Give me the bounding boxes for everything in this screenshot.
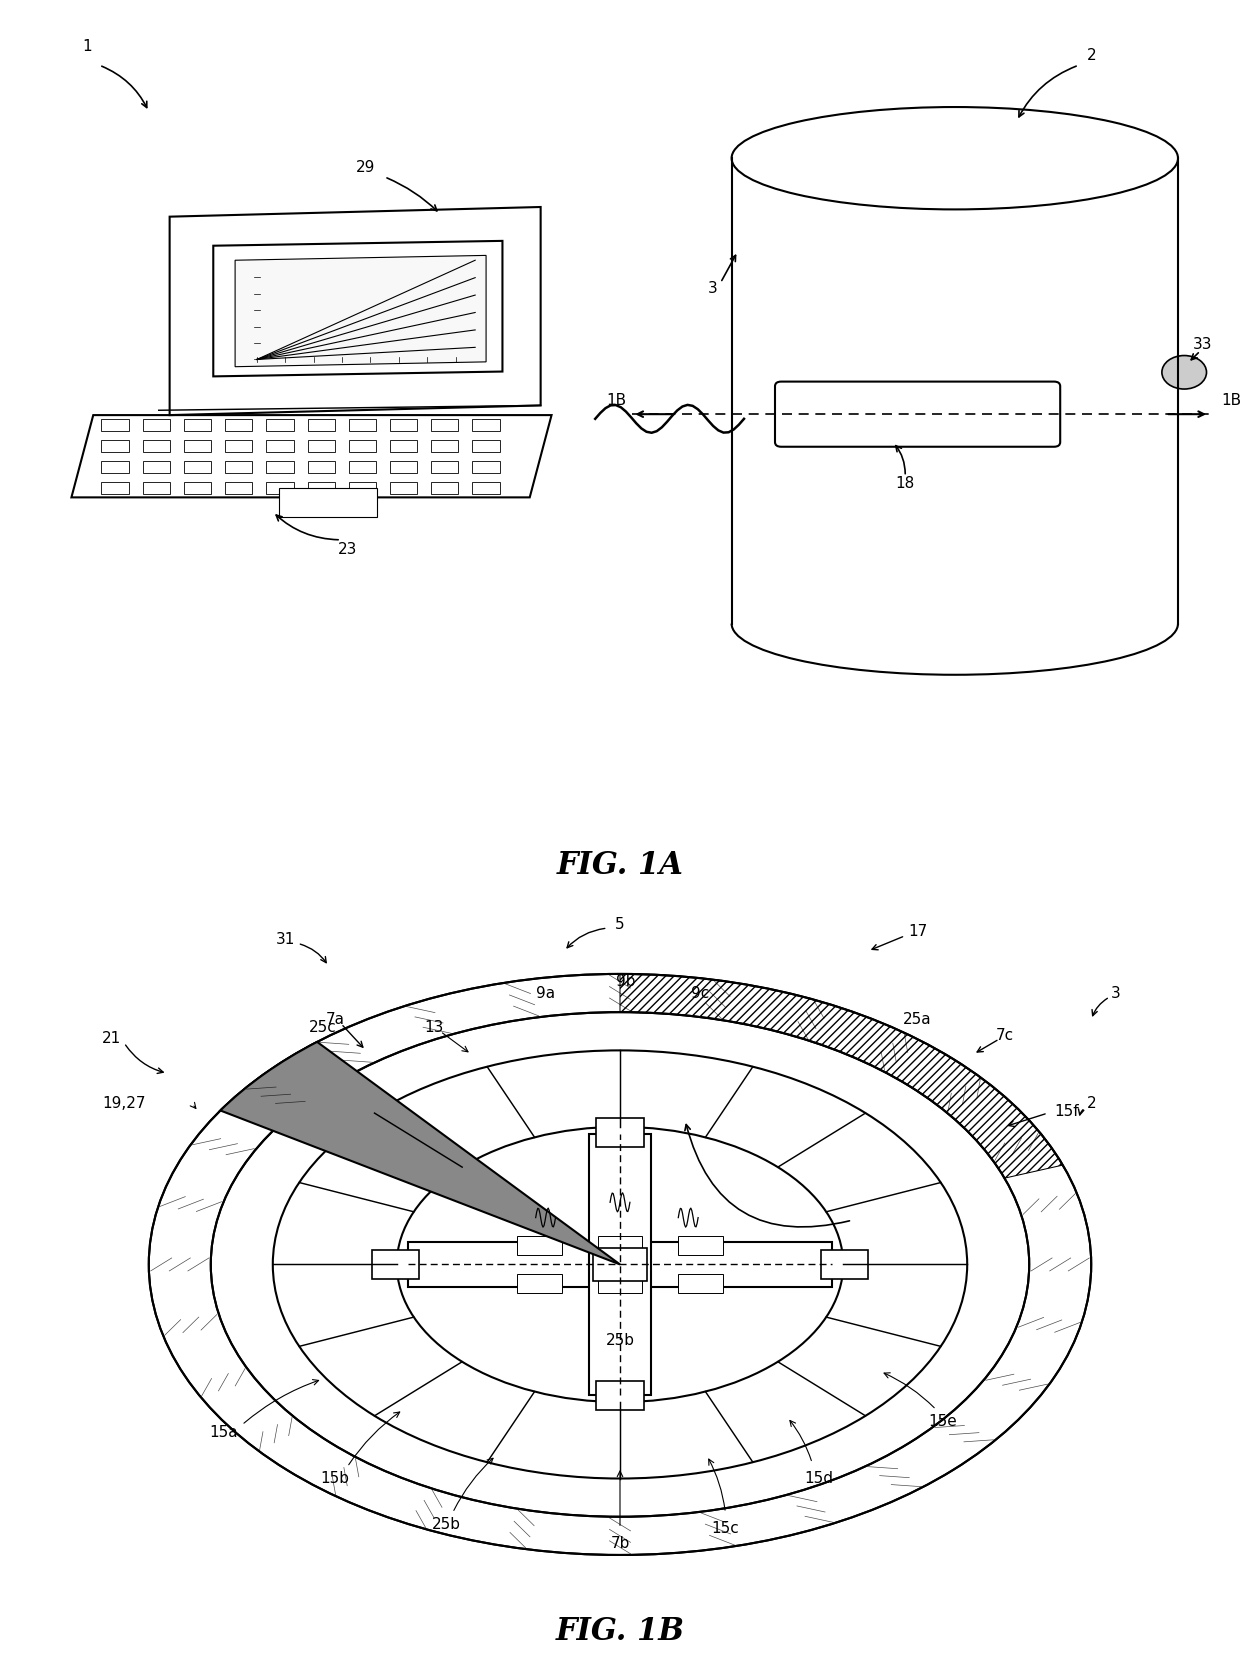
Bar [102, 419, 129, 430]
Text: 15a: 15a [208, 1424, 238, 1441]
Bar [408, 1242, 832, 1288]
Bar [432, 482, 459, 494]
Text: 3: 3 [708, 281, 718, 296]
Text: 9c: 9c [692, 986, 709, 1001]
Bar [678, 1275, 723, 1293]
Bar [308, 482, 335, 494]
Bar [517, 1275, 562, 1293]
Bar [184, 419, 211, 430]
Bar [226, 460, 253, 474]
Bar [143, 460, 170, 474]
Bar [432, 440, 459, 452]
Bar [226, 440, 253, 452]
Bar [267, 419, 294, 430]
Text: 19,27: 19,27 [102, 1097, 146, 1112]
Text: 1B: 1B [606, 392, 626, 407]
Bar [267, 440, 294, 452]
Bar [391, 419, 418, 430]
Bar [226, 419, 253, 430]
Text: 1: 1 [82, 38, 92, 55]
Wedge shape [149, 974, 1091, 1556]
Bar [226, 482, 253, 494]
Bar [391, 440, 418, 452]
Bar [472, 460, 500, 474]
Bar [596, 1381, 644, 1411]
Text: 31: 31 [275, 932, 295, 947]
Bar [593, 1248, 647, 1281]
Text: 25b: 25b [605, 1333, 635, 1348]
Bar [598, 1237, 642, 1255]
Bar [143, 482, 170, 494]
Text: 18: 18 [895, 477, 915, 492]
Bar [432, 460, 459, 474]
Bar [517, 1237, 562, 1255]
Bar [143, 419, 170, 430]
Bar [267, 460, 294, 474]
Circle shape [1162, 356, 1207, 389]
Text: 15d: 15d [804, 1471, 833, 1486]
Bar [432, 419, 459, 430]
Bar [472, 419, 500, 430]
Bar [821, 1250, 868, 1280]
Bar [678, 1237, 723, 1255]
Bar [472, 482, 500, 494]
Bar [348, 482, 376, 494]
Bar [308, 419, 335, 430]
Polygon shape [170, 208, 541, 416]
Bar [391, 460, 418, 474]
Polygon shape [213, 241, 502, 376]
Text: 15b: 15b [320, 1471, 350, 1486]
Bar [598, 1275, 642, 1293]
Bar [267, 482, 294, 494]
Text: 1B: 1B [1221, 392, 1240, 407]
Text: 15f: 15f [1054, 1104, 1079, 1119]
Bar [348, 460, 376, 474]
Bar [308, 460, 335, 474]
Text: FIG. 1B: FIG. 1B [556, 1615, 684, 1647]
Text: 5: 5 [615, 917, 625, 932]
Bar [472, 440, 500, 452]
Text: 7c: 7c [996, 1027, 1013, 1042]
Text: 15c: 15c [712, 1521, 739, 1536]
Text: FIG. 1A: FIG. 1A [557, 849, 683, 881]
Bar [184, 460, 211, 474]
Text: 23: 23 [337, 542, 357, 557]
Bar [143, 440, 170, 452]
Text: 25c: 25c [309, 1020, 336, 1035]
Bar [184, 440, 211, 452]
Text: 15e: 15e [928, 1414, 957, 1429]
Bar [279, 487, 377, 517]
Bar [184, 482, 211, 494]
Text: 13: 13 [424, 1020, 444, 1035]
Bar [102, 482, 129, 494]
Wedge shape [221, 1042, 620, 1265]
Text: 9b: 9b [616, 974, 636, 989]
Text: 25a: 25a [903, 1012, 932, 1027]
Text: 7b: 7b [610, 1536, 630, 1551]
Bar [102, 460, 129, 474]
Text: 9a: 9a [536, 986, 556, 1001]
Bar [102, 440, 129, 452]
Text: 33: 33 [1193, 337, 1213, 352]
Text: 29: 29 [356, 160, 376, 175]
Bar [391, 482, 418, 494]
Text: 2: 2 [1086, 1097, 1096, 1112]
Text: 17: 17 [908, 924, 928, 939]
Text: 2: 2 [1086, 48, 1096, 63]
Text: 3: 3 [1111, 986, 1121, 1001]
Bar [589, 1133, 651, 1394]
Text: 25b: 25b [432, 1517, 461, 1532]
Polygon shape [236, 256, 486, 367]
Text: 21: 21 [102, 1032, 122, 1047]
Bar [372, 1250, 419, 1280]
Bar [348, 419, 376, 430]
Text: 7a: 7a [325, 1012, 345, 1027]
Bar [596, 1119, 644, 1147]
Bar [308, 440, 335, 452]
Bar [348, 440, 376, 452]
